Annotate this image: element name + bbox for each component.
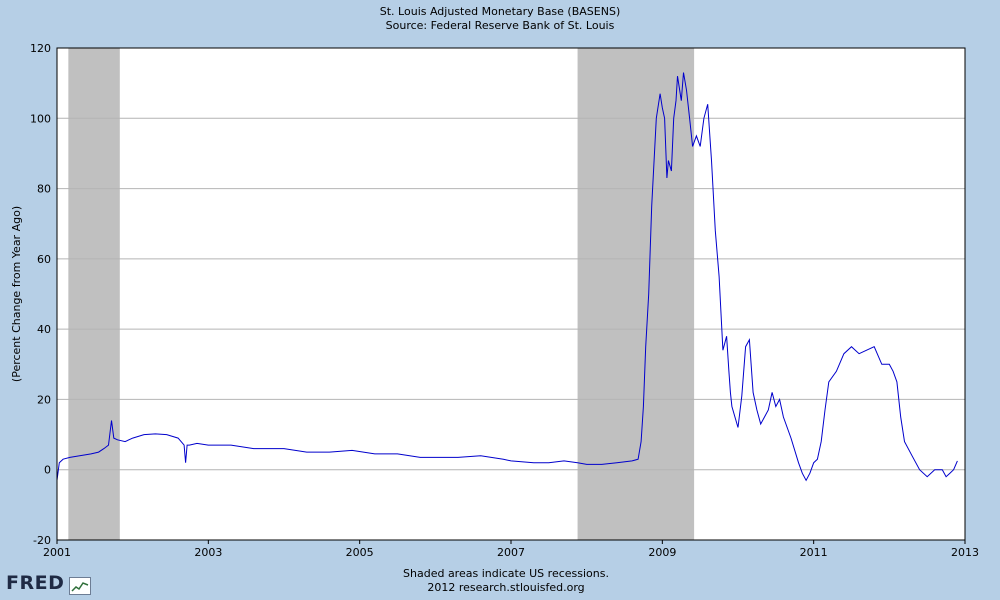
recession-bands [68, 48, 695, 540]
y-axis-label: (Percent Change from Year Ago) [10, 206, 23, 382]
y-tick-label-3: 40 [37, 323, 51, 336]
y-tick-label-5: 80 [37, 183, 51, 196]
fred-logo-chart-icon [69, 577, 91, 595]
x-tick-label-6: 2013 [951, 546, 979, 559]
footnote: Shaded areas indicate US recessions. [403, 567, 609, 580]
plot-area [57, 48, 965, 540]
recession-band-1 [68, 48, 120, 540]
chart-title: St. Louis Adjusted Monetary Base (BASENS… [380, 5, 620, 18]
plot-border [56, 47, 966, 541]
y-tick-label-1: 0 [44, 464, 51, 477]
x-tick-label-5: 2011 [800, 546, 828, 559]
x-tick-label-1: 2003 [194, 546, 222, 559]
x-tick-label-2: 2005 [346, 546, 374, 559]
y-tick-label-2: 20 [37, 393, 51, 406]
fred-logo: FRED [6, 572, 65, 594]
x-axis-ticks: 2001 2003 2005 2007 2009 2011 2013 [43, 546, 979, 559]
recession-band-2 [577, 48, 695, 540]
chart-subtitle: Source: Federal Reserve Bank of St. Loui… [386, 19, 615, 32]
x-tick-label-0: 2001 [43, 546, 71, 559]
credit: 2012 research.stlouisfed.org [427, 581, 584, 594]
x-tick-label-3: 2007 [497, 546, 525, 559]
y-axis-ticks: -20 0 20 40 60 80 100 120 [30, 42, 51, 547]
series-line-basens [56, 72, 958, 482]
y-tick-label-6: 100 [30, 112, 51, 125]
y-tick-label-7: 120 [30, 42, 51, 55]
y-tick-label-4: 60 [37, 253, 51, 266]
y-tick-label-0: -20 [33, 534, 51, 547]
x-tick-label-4: 2009 [648, 546, 676, 559]
